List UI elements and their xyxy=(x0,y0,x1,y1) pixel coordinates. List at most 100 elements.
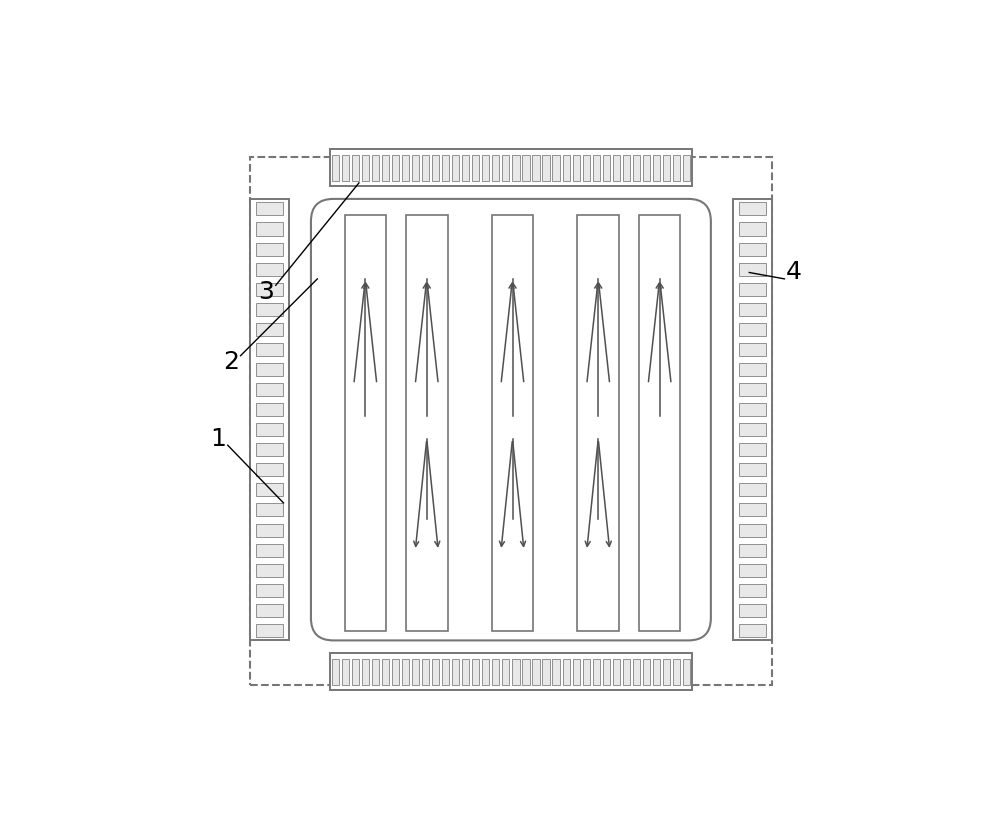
Bar xyxy=(256,302,283,316)
Bar xyxy=(739,423,766,436)
Bar xyxy=(739,263,766,276)
Bar xyxy=(739,363,766,376)
Bar xyxy=(256,322,283,336)
Bar xyxy=(542,155,550,180)
Bar xyxy=(563,659,570,685)
Bar xyxy=(739,563,766,577)
Bar xyxy=(573,659,580,685)
Bar xyxy=(382,659,389,685)
Text: 4: 4 xyxy=(786,260,802,284)
Bar xyxy=(462,155,469,180)
Bar xyxy=(372,155,379,180)
Bar xyxy=(362,155,369,180)
Bar xyxy=(663,155,670,180)
Bar xyxy=(739,624,766,637)
Bar xyxy=(593,155,600,180)
Bar xyxy=(739,504,766,517)
Bar xyxy=(256,343,283,356)
Bar xyxy=(256,203,283,215)
FancyBboxPatch shape xyxy=(311,199,711,641)
Bar xyxy=(673,155,680,180)
Bar xyxy=(432,155,439,180)
Bar xyxy=(256,443,283,456)
Text: 1: 1 xyxy=(210,427,226,451)
Bar xyxy=(250,199,289,641)
Bar xyxy=(412,155,419,180)
Bar xyxy=(256,583,283,597)
Bar xyxy=(603,659,610,685)
Bar xyxy=(542,659,550,685)
Bar xyxy=(739,223,766,235)
Bar xyxy=(643,659,650,685)
Bar xyxy=(256,243,283,256)
Bar xyxy=(683,659,690,685)
Bar xyxy=(422,659,429,685)
Bar xyxy=(402,155,409,180)
Bar xyxy=(472,155,479,180)
Bar xyxy=(739,243,766,256)
Bar xyxy=(372,659,379,685)
Bar xyxy=(552,659,560,685)
Bar xyxy=(552,155,560,180)
Bar xyxy=(256,524,283,537)
Bar xyxy=(593,659,600,685)
Bar xyxy=(683,155,690,180)
Bar xyxy=(639,215,680,631)
Bar xyxy=(532,659,540,685)
Bar xyxy=(492,155,499,180)
Bar xyxy=(352,155,359,180)
Bar xyxy=(382,155,389,180)
Bar xyxy=(256,383,283,396)
Bar xyxy=(512,155,520,180)
Bar xyxy=(472,659,479,685)
Bar xyxy=(256,624,283,637)
Bar xyxy=(352,659,359,685)
Bar xyxy=(330,149,692,186)
Bar xyxy=(613,659,620,685)
Bar xyxy=(502,155,509,180)
Bar xyxy=(633,155,640,180)
Bar xyxy=(256,223,283,235)
Bar xyxy=(332,659,339,685)
Bar xyxy=(342,155,349,180)
Bar xyxy=(512,659,520,685)
Bar xyxy=(739,524,766,537)
Bar xyxy=(345,215,386,631)
Bar xyxy=(402,659,409,685)
Bar xyxy=(633,659,640,685)
Bar xyxy=(613,155,620,180)
Bar xyxy=(739,343,766,356)
Bar xyxy=(653,659,660,685)
Bar xyxy=(583,155,590,180)
Bar xyxy=(739,322,766,336)
Bar xyxy=(739,583,766,597)
Bar xyxy=(256,263,283,276)
Bar xyxy=(482,155,489,180)
Bar xyxy=(256,543,283,557)
Bar xyxy=(256,484,283,496)
Bar xyxy=(412,659,419,685)
Bar xyxy=(739,484,766,496)
Bar xyxy=(256,363,283,376)
Bar xyxy=(733,199,772,641)
Bar xyxy=(442,155,449,180)
Bar xyxy=(342,659,349,685)
Bar xyxy=(256,283,283,296)
Bar xyxy=(422,155,429,180)
Bar xyxy=(462,659,469,685)
Bar xyxy=(432,659,439,685)
Bar xyxy=(492,215,533,631)
Bar xyxy=(482,659,489,685)
Bar xyxy=(256,464,283,476)
Bar xyxy=(603,155,610,180)
Bar xyxy=(739,302,766,316)
Bar xyxy=(256,563,283,577)
Bar xyxy=(673,659,680,685)
Text: 2: 2 xyxy=(223,350,239,374)
Bar xyxy=(256,604,283,617)
Bar xyxy=(653,155,660,180)
Bar xyxy=(739,443,766,456)
Text: 3: 3 xyxy=(258,280,274,303)
Bar xyxy=(663,659,670,685)
Bar xyxy=(250,157,772,686)
